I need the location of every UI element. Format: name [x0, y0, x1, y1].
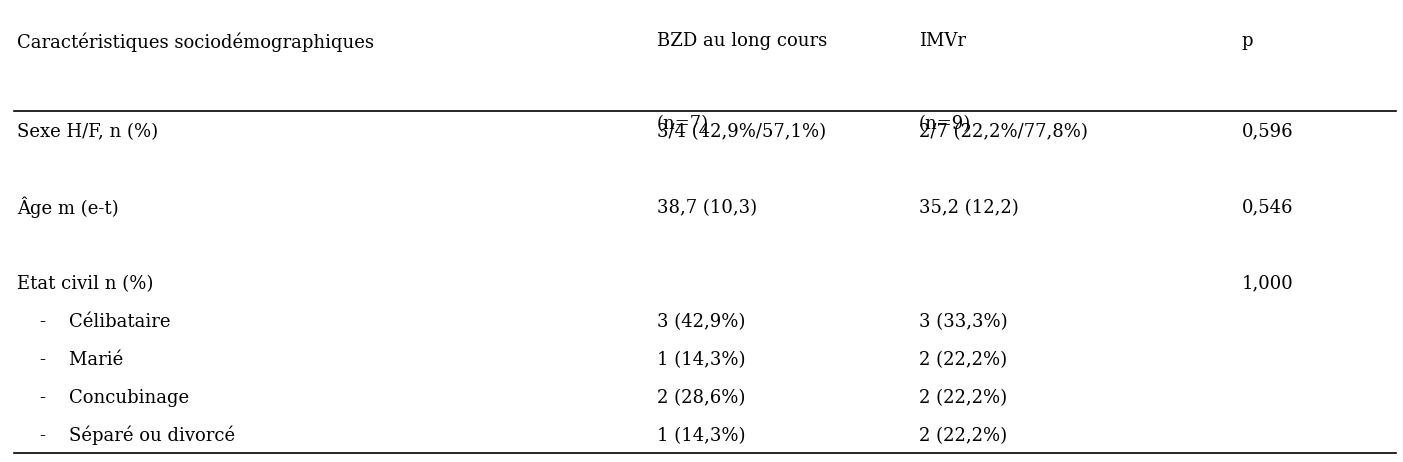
Text: Caractéristiques sociodémographiques: Caractéristiques sociodémographiques	[17, 32, 373, 52]
Text: 1,000: 1,000	[1242, 275, 1294, 293]
Text: 38,7 (10,3): 38,7 (10,3)	[657, 199, 756, 217]
Text: -    Célibataire: - Célibataire	[17, 313, 170, 331]
Text: p: p	[1242, 32, 1253, 50]
Text: Etat civil n (%): Etat civil n (%)	[17, 275, 153, 293]
Text: 2 (22,2%): 2 (22,2%)	[919, 389, 1007, 407]
Text: Sexe H/F, n (%): Sexe H/F, n (%)	[17, 123, 159, 141]
Text: -    Concubinage: - Concubinage	[17, 389, 189, 407]
Text: 3 (42,9%): 3 (42,9%)	[657, 313, 745, 331]
Text: IMVr: IMVr	[919, 32, 965, 50]
Text: Âge m (e-t): Âge m (e-t)	[17, 197, 118, 219]
Text: 3/4 (42,9%/57,1%): 3/4 (42,9%/57,1%)	[657, 123, 826, 141]
Text: 2 (22,2%): 2 (22,2%)	[919, 351, 1007, 369]
Text: 1 (14,3%): 1 (14,3%)	[657, 427, 745, 444]
Text: 35,2 (12,2): 35,2 (12,2)	[919, 199, 1019, 217]
Text: -    Marié: - Marié	[17, 351, 123, 369]
Text: 1 (14,3%): 1 (14,3%)	[657, 351, 745, 369]
Text: 2 (28,6%): 2 (28,6%)	[657, 389, 745, 407]
Text: BZD au long cours: BZD au long cours	[657, 32, 826, 50]
Text: 2 (22,2%): 2 (22,2%)	[919, 427, 1007, 444]
Text: -    Séparé ou divorcé: - Séparé ou divorcé	[17, 426, 234, 445]
Text: 0,596: 0,596	[1242, 123, 1294, 141]
Text: (n=9): (n=9)	[919, 116, 971, 134]
Text: 3 (33,3%): 3 (33,3%)	[919, 313, 1007, 331]
Text: 0,546: 0,546	[1242, 199, 1294, 217]
Text: 2/7 (22,2%/77,8%): 2/7 (22,2%/77,8%)	[919, 123, 1087, 141]
Text: (n=7): (n=7)	[657, 116, 709, 134]
